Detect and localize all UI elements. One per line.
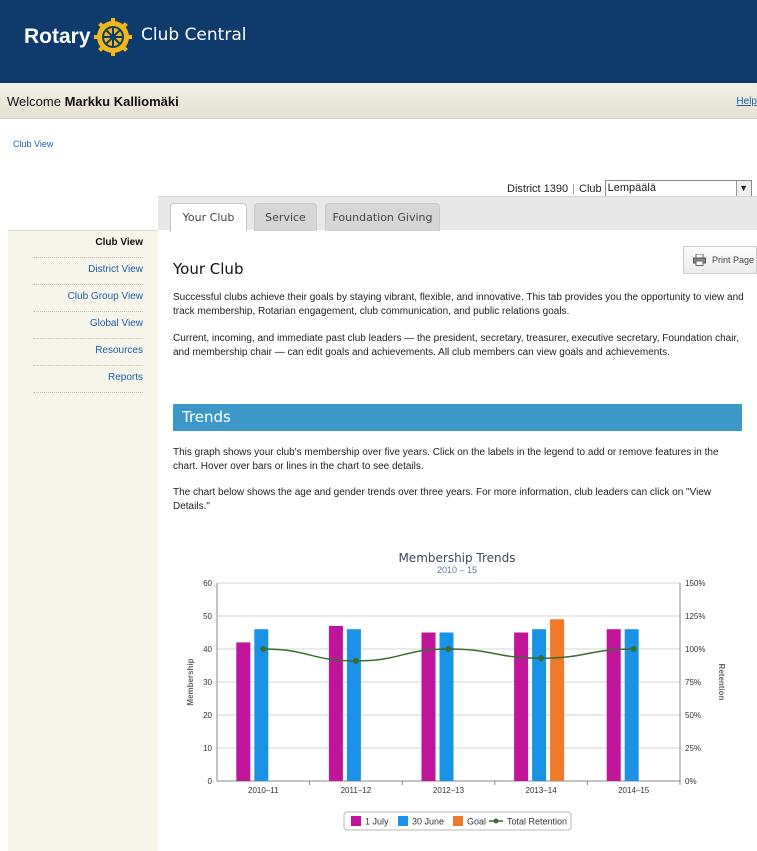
sidebar-active-pointer	[150, 235, 158, 249]
bar-goal	[550, 619, 565, 781]
bar-1-july	[606, 629, 621, 781]
y-tick-label: 40	[203, 645, 212, 654]
x-tick-label: 2013–14	[526, 786, 558, 795]
club-dropdown[interactable]: Lempäälä ▼	[604, 180, 752, 197]
legend-swatch	[453, 816, 463, 826]
bar-1-july	[514, 632, 529, 781]
tab-foundation-giving[interactable]: Foundation Giving	[325, 203, 440, 231]
chevron-down-icon[interactable]: ▼	[735, 181, 751, 196]
legend-label: 30 June	[412, 817, 444, 827]
legend-label: Total Retention	[507, 817, 567, 827]
y-tick-label: 10	[203, 744, 212, 753]
legend-point-swatch	[493, 818, 499, 824]
retention-point	[538, 655, 545, 662]
bar-30-june	[624, 629, 639, 781]
tab-service[interactable]: Service	[254, 203, 317, 231]
separator: |	[572, 182, 575, 195]
y2-tick-label: 75%	[685, 678, 701, 687]
y2-tick-label: 50%	[685, 711, 701, 720]
sidebar-item-reports[interactable]: Reports	[33, 366, 143, 393]
club-label: Club	[579, 182, 602, 195]
chart-title: Membership Trends	[398, 551, 515, 565]
y-tick-label: 30	[203, 678, 212, 687]
trends-heading: Trends	[173, 404, 742, 431]
age-gender-paragraph: The chart below shows the age and gender…	[173, 487, 712, 512]
y2-tick-label: 25%	[685, 744, 701, 753]
sidebar-item-global-view[interactable]: Global View	[33, 312, 143, 339]
x-tick-label: 2010–11	[248, 786, 279, 795]
legend-swatch	[398, 816, 408, 826]
intro-paragraph: Successful clubs achieve their goals by …	[173, 292, 744, 317]
y-tick-label: 20	[203, 711, 212, 720]
breadcrumb[interactable]: Club View	[13, 139, 54, 149]
y-tick-label: 60	[203, 579, 212, 588]
leaders-paragraph: Current, incoming, and immediate past cl…	[173, 333, 740, 358]
retention-point	[260, 646, 267, 652]
y2-tick-label: 125%	[685, 612, 705, 621]
retention-point	[445, 646, 452, 652]
sidebar: Club View District View Club Group View …	[8, 230, 158, 851]
x-tick-label: 2012–13	[433, 786, 465, 795]
y2-axis-title: Retention	[717, 664, 726, 701]
y2-tick-label: 100%	[685, 645, 705, 654]
site-header: Rotary Club Central	[0, 0, 757, 83]
user-name: Markku Kalliomäki	[64, 94, 179, 109]
sidebar-item-district-view[interactable]: District View	[33, 258, 143, 285]
print-page-button[interactable]: Print Page	[683, 246, 757, 274]
bar-30-june	[439, 632, 454, 781]
printer-icon	[693, 254, 706, 266]
sidebar-item-club-view[interactable]: Club View	[33, 231, 143, 258]
y2-tick-label: 0%	[685, 777, 697, 786]
bar-30-june	[346, 629, 361, 781]
sidebar-item-resources[interactable]: Resources	[33, 339, 143, 366]
bar-30-june	[532, 629, 547, 781]
welcome-bar: Welcome Markku Kalliomäki Help	[0, 83, 757, 119]
y2-tick-label: 150%	[685, 579, 705, 588]
y-tick-label: 50	[203, 612, 212, 621]
sidebar-item-club-group-view[interactable]: Club Group View	[33, 285, 143, 312]
bar-30-june	[254, 629, 269, 781]
rotary-brand[interactable]: Rotary	[24, 25, 91, 48]
retention-point	[352, 657, 359, 664]
legend-swatch	[351, 816, 361, 826]
product-name: Club Central	[141, 25, 247, 45]
legend-label: Goal	[467, 817, 486, 827]
rotary-wheel-icon	[94, 18, 132, 56]
tab-bar: Your Club Service Foundation Giving	[158, 196, 757, 232]
print-page-label: Print Page	[712, 255, 755, 265]
help-link[interactable]: Help	[736, 96, 757, 107]
bar-1-july	[236, 642, 251, 781]
welcome-message: Welcome Markku Kalliomäki	[7, 94, 179, 109]
bar-1-july	[421, 632, 436, 781]
trends-paragraph: This graph shows your club's membership …	[173, 447, 719, 472]
page-title: Your Club	[173, 260, 244, 278]
tab-your-club[interactable]: Your Club	[170, 203, 247, 232]
district-label: District 1390	[507, 182, 569, 195]
retention-point	[630, 646, 637, 652]
chart-subtitle: 2010 – 15	[437, 565, 477, 575]
x-tick-label: 2011–12	[341, 786, 372, 795]
y-tick-label: 0	[208, 777, 213, 786]
x-tick-label: 2014–15	[618, 786, 650, 795]
legend-label: 1 July	[365, 817, 389, 827]
welcome-prefix: Welcome	[7, 94, 61, 109]
club-dropdown-value: Lempäälä	[607, 182, 656, 194]
club-selector: District 1390 | Club Lempäälä ▼	[507, 180, 752, 197]
y-axis-title: Membership	[186, 658, 195, 705]
bar-1-july	[328, 625, 343, 781]
